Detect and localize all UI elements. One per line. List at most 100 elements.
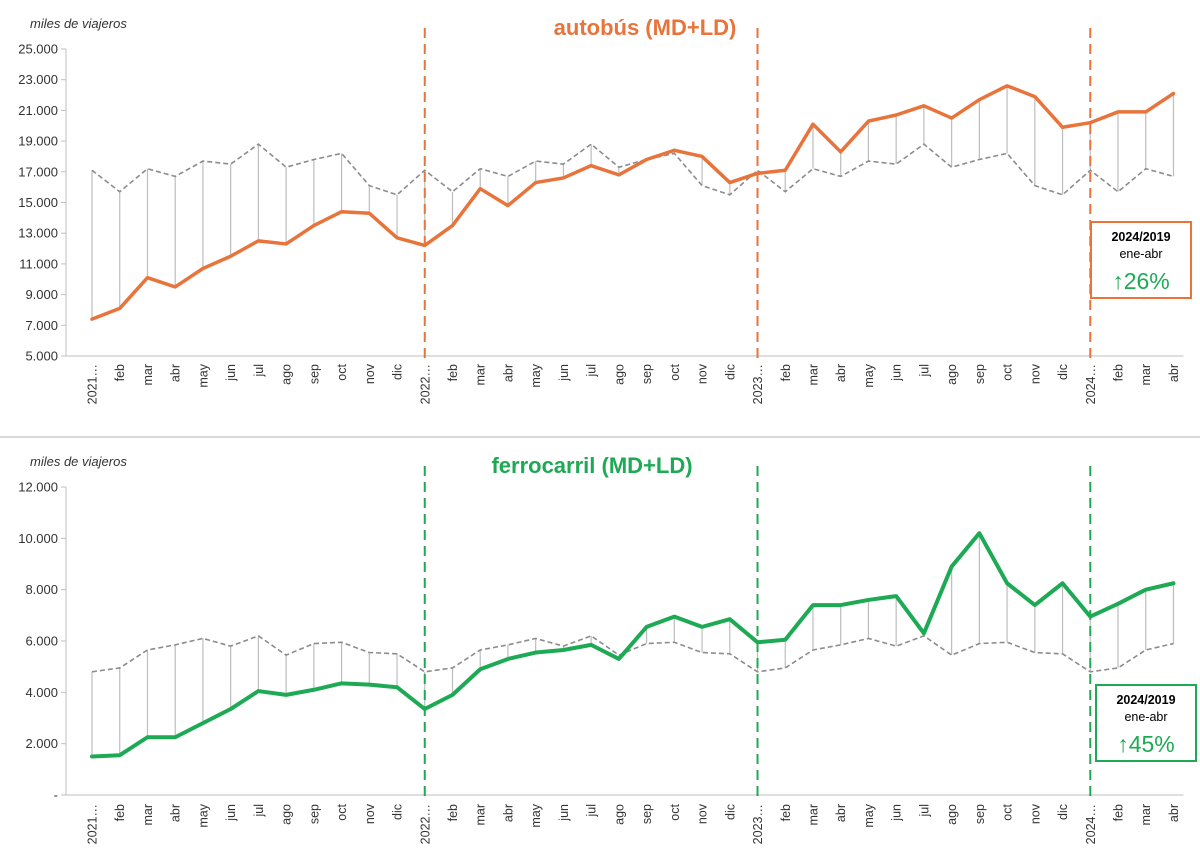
rail-line-chart: miles de viajeros ferrocarril (MD+LD) - 2… bbox=[18, 453, 1197, 844]
bus-x-tick-label: abr bbox=[169, 364, 183, 382]
bus-data-point bbox=[672, 148, 676, 152]
bus-data-point bbox=[1144, 110, 1148, 114]
bus-data-point bbox=[1061, 125, 1065, 129]
rail-data-point bbox=[506, 657, 510, 661]
rail-x-tick-label: nov bbox=[363, 803, 377, 824]
bus-data-point bbox=[894, 113, 898, 117]
bus-x-tick-label: jun bbox=[557, 364, 571, 382]
bus-x-tick-label: ago bbox=[945, 364, 959, 385]
bus-data-point bbox=[173, 285, 177, 289]
bus-x-tick-label: dic bbox=[723, 364, 737, 380]
rail-data-point bbox=[783, 638, 787, 642]
bus-data-point bbox=[950, 116, 954, 120]
bus-x-tick-label: feb bbox=[779, 364, 793, 381]
bus-x-tick-label: abr bbox=[834, 364, 848, 382]
rail-x-tick-label: feb bbox=[1112, 804, 1126, 821]
bus-data-point bbox=[534, 181, 538, 185]
bus-x-tick-label: nov bbox=[696, 363, 710, 384]
rail-x-tick-label: dic bbox=[723, 804, 737, 820]
rail-data-point bbox=[118, 753, 122, 757]
rail-plot-area: - 2.000 4.000 6.000 8.000 10.000 12.000 2021… fe… bbox=[18, 466, 1184, 844]
bus-y-tick-label: 15.000 bbox=[18, 195, 58, 210]
rail-growth-value: ↑45% bbox=[1117, 731, 1175, 757]
rail-x-tick-label: may bbox=[196, 803, 210, 827]
bus-x-tick-label: ago bbox=[612, 364, 626, 385]
bus-data-point bbox=[229, 254, 233, 258]
bus-data-point bbox=[1088, 121, 1092, 125]
bus-chart-title: autobús (MD+LD) bbox=[554, 15, 737, 40]
bus-x-tick-label: jun bbox=[224, 364, 238, 382]
bus-x-tick-label: dic bbox=[1056, 364, 1070, 380]
rail-growth-box: 2024/2019 ene-abr ↑45% bbox=[1095, 684, 1197, 762]
bus-data-point bbox=[90, 317, 94, 321]
rail-growth-period: 2024/2019 bbox=[1116, 693, 1175, 707]
bus-x-tick-label: jul bbox=[252, 364, 266, 378]
bus-x-tick-label: sep bbox=[973, 364, 987, 384]
bus-data-point bbox=[866, 119, 870, 123]
bus-y-tick-label: 13.000 bbox=[18, 226, 58, 241]
rail-x-tick-label: oct bbox=[335, 803, 349, 820]
rail-x-tick-label: ago bbox=[945, 804, 959, 825]
rail-data-point bbox=[1005, 581, 1009, 585]
bus-chart-panel: miles de viajeros autobús (MD+LD) 5.000 7… bbox=[0, 15, 1200, 438]
rail-data-point bbox=[1144, 588, 1148, 592]
rail-x-tick-label: may bbox=[862, 803, 876, 827]
rail-unit-label: miles de viajeros bbox=[30, 454, 127, 469]
bus-data-point bbox=[922, 104, 926, 108]
rail-x-tick-label: 2022… bbox=[418, 804, 432, 844]
rail-data-point bbox=[367, 683, 371, 687]
rail-data-point bbox=[312, 688, 316, 692]
bus-data-point bbox=[506, 204, 510, 208]
rail-data-point bbox=[256, 689, 260, 693]
rail-data-point bbox=[478, 667, 482, 671]
bus-data-point bbox=[617, 173, 621, 177]
rail-chart-panel: miles de viajeros ferrocarril (MD+LD) - 2… bbox=[0, 438, 1200, 866]
bus-x-tick-label: feb bbox=[1112, 364, 1126, 381]
rail-data-point bbox=[922, 631, 926, 635]
bus-x-tick-label: oct bbox=[1001, 363, 1015, 380]
bus-x-tick-label: abr bbox=[501, 364, 515, 382]
rail-data-point bbox=[977, 531, 981, 535]
rail-data-point bbox=[395, 685, 399, 689]
rail-x-tick-label: mar bbox=[141, 804, 155, 826]
bus-x-tick-label: jul bbox=[585, 364, 599, 378]
bus-x-tick-label: jun bbox=[890, 364, 904, 382]
bus-x-tick-label: nov bbox=[363, 363, 377, 384]
rail-x-tick-label: sep bbox=[973, 804, 987, 824]
bus-growth-box: 2024/2019 ene-abr ↑26% bbox=[1090, 221, 1192, 299]
rail-x-tick-label: oct bbox=[1001, 803, 1015, 820]
bus-data-point bbox=[1005, 84, 1009, 88]
bus-x-tick-label: ago bbox=[280, 364, 294, 385]
rail-x-tick-label: nov bbox=[696, 803, 710, 824]
rail-series-actual-line bbox=[90, 531, 1176, 759]
bus-data-point bbox=[756, 171, 760, 175]
rail-data-point bbox=[756, 640, 760, 644]
rail-x-tick-label: abr bbox=[834, 804, 848, 822]
rail-y-tick-label: 12.000 bbox=[18, 480, 58, 495]
rail-x-tick-label: ago bbox=[612, 804, 626, 825]
rail-data-point bbox=[145, 735, 149, 739]
bus-x-tick-label: mar bbox=[474, 364, 488, 386]
bus-y-tick-label: 23.000 bbox=[18, 72, 58, 87]
bus-data-point bbox=[783, 168, 787, 172]
rail-data-point bbox=[1116, 602, 1120, 606]
rail-x-tick-label: abr bbox=[169, 804, 183, 822]
rail-x-tick-label: mar bbox=[806, 804, 820, 826]
bus-y-tick-label: 21.000 bbox=[18, 103, 58, 118]
rail-data-point bbox=[173, 735, 177, 739]
bus-data-point bbox=[478, 187, 482, 191]
rail-data-point bbox=[728, 617, 732, 621]
rail-data-point bbox=[284, 693, 288, 697]
bus-data-point bbox=[1116, 110, 1120, 114]
bus-x-tick-label: may bbox=[862, 363, 876, 387]
rail-data-point bbox=[1061, 581, 1065, 585]
rail-data-point bbox=[811, 603, 815, 607]
rail-data-point bbox=[1088, 615, 1092, 619]
bus-growth-months: ene-abr bbox=[1119, 247, 1162, 261]
bus-data-point bbox=[561, 176, 565, 180]
rail-data-point bbox=[450, 693, 454, 697]
rail-x-tick-label: jul bbox=[585, 804, 599, 818]
rail-x-tick-label: dic bbox=[391, 804, 405, 820]
rail-x-tick-label: jul bbox=[252, 804, 266, 818]
rail-x-tick-label: jun bbox=[224, 804, 238, 822]
